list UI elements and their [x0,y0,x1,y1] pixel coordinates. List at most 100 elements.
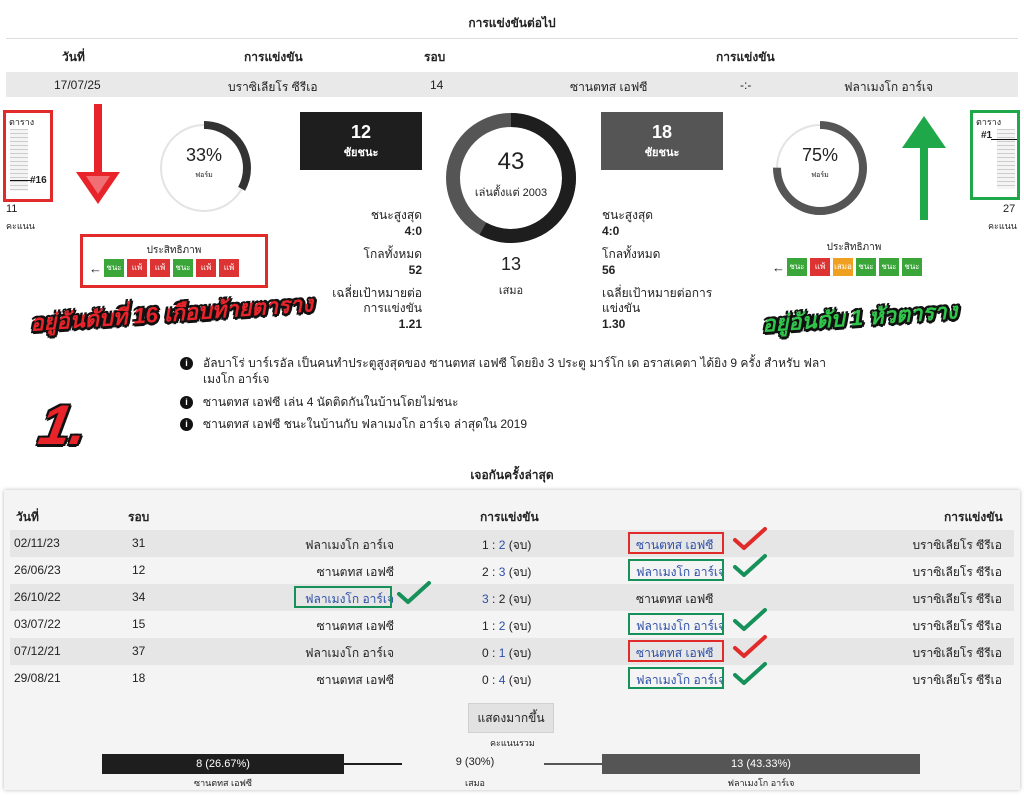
highlight-box [628,640,724,662]
next-match-away: ฟลาเมงโก อาร์เจ [844,80,934,94]
row-competition: บราซิเลียโร ซีรีเอ [912,565,1002,579]
away-form-pills: ← ชนะ แพ้ เสมอ ชนะ ชนะ ชนะ [772,258,925,276]
row-home-score: 0 [482,673,489,687]
table-row[interactable]: 26/06/23 12 ซานตทส เอฟซี 2 : 3 (จบ) ฟลาเมงโก… [10,554,1014,584]
checkmark-icon [733,635,767,658]
next-match-round: 14 [430,78,444,92]
row-home-team[interactable]: ฟลาเมงโก อาร์เจ [304,646,394,660]
fact-item: i ซานตทส เอฟซี เล่น 4 นัดติดกันในบ้านโดย… [180,394,840,410]
checkmark-icon [733,554,767,577]
away-standing-scale [997,129,1015,189]
away-total-name: ฟลาเมงโก อาร์เจ [727,778,795,788]
header-match: การแข่งขัน [716,50,775,64]
row-away-team[interactable]: ซานตทส เอฟซี [636,592,714,606]
form-pill: ชนะ [173,259,193,277]
row-away-score: 2 [498,619,506,633]
table-row[interactable]: 26/10/22 34 ฟลาเมงโก อาร์เจ 3 : 2 (จบ) ซานตท… [10,581,1014,611]
row-home-score: 0 [482,646,489,660]
header-competition: การแข่งขัน [244,50,303,64]
row-date: 26/06/23 [14,563,61,577]
home-standing-scale [10,129,28,191]
row-round: 34 [132,590,146,604]
fact-item: i ซานตทส เอฟซี ชนะในบ้านกับ ฟลาเมงโก อาร… [180,416,840,432]
row-date: 03/07/22 [14,617,61,631]
form-pill: ชนะ [902,258,922,276]
away-stat-label: ชนะสูงสุด [602,208,654,222]
away-form-label: ฟอร์ม [811,172,829,179]
home-form-label: ฟอร์ม [195,172,213,179]
home-wins-box: 12 ชัยชนะ [300,112,422,170]
divider [6,38,1018,39]
next-match-competition: บราซิเลียโร ซีรีเอ [228,80,318,94]
home-stat-value: 52 [408,263,422,277]
fact-text: ซานตทส เอฟซี ชนะในบ้านกับ ฟลาเมงโก อาร์เ… [203,417,528,431]
highlight-box [628,613,724,635]
h2h-header-competition: การแข่งขัน [944,510,1003,524]
row-home-team[interactable]: ซานตทส เอฟซี [316,619,394,633]
table-row[interactable]: 03/07/22 15 ซานตทส เอฟซี 1 : 2 (จบ) ฟลาเมงโก… [10,608,1014,638]
table-row[interactable]: 02/11/23 31 ฟลาเมงโก อาร์เจ 1 : 2 (จบ) ซานตท… [10,527,1014,557]
row-away-team[interactable]: ฟลาเมงโก อาร์เจ [636,673,726,687]
away-stat-label: เฉลี่ยเป้าหมายต่อการแข่งขัน [602,286,713,315]
highlight-box [628,532,724,554]
row-away-team[interactable]: ซานตทส เอฟซี [636,646,714,660]
form-pill: แพ้ [150,259,170,277]
highlight-box [628,667,724,689]
home-stat-label: โกลทั้งหมด [363,247,422,261]
next-match-row[interactable]: 17/07/25 บราซิเลียโร ซีรีเอ 14 ซานตทส เอ… [6,72,1018,97]
away-callout: อยู่อันดับ 1 หัวตาราง [761,298,959,337]
row-score[interactable]: 3 : 2 (จบ) [482,592,532,606]
row-away-score: 4 [498,673,506,687]
info-icon: i [180,396,193,409]
row-competition: บราซิเลียโร ซีรีเอ [912,592,1002,606]
home-total-line [344,763,402,765]
draws-count: 13 [500,254,522,274]
row-away-team[interactable]: ซานตทส เอฟซี [636,538,714,552]
row-status: (จบ) [508,619,532,633]
row-home-team[interactable]: ฟลาเมงโก อาร์เจ [304,592,394,606]
away-standing-marker [991,139,1017,140]
row-score[interactable]: 1 : 2 (จบ) [482,538,532,552]
home-stat-label: ชนะสูงสุด [370,208,422,222]
row-home-team[interactable]: ซานตทส เอฟซี [316,565,394,579]
row-home-team[interactable]: ซานตทส เอฟซี [316,673,394,687]
away-stat-label: โกลทั้งหมด [602,247,661,261]
row-round: 12 [132,563,146,577]
played-count: 43 [497,148,525,175]
away-points-label: คะแนน [988,221,1017,231]
row-status: (จบ) [508,538,532,552]
home-stat-value: 1.21 [398,317,422,331]
home-stat-value: 4:0 [404,224,422,238]
row-away-team[interactable]: ฟลาเมงโก อาร์เจ [636,565,726,579]
away-stats: ชนะสูงสุด 4:0 โกลทั้งหมด 56 เฉลี่ยเป้าหม… [602,208,722,332]
home-total-name: ซานตทส เอฟซี [193,778,253,788]
row-away-score: 2 [498,538,506,552]
form-pill: ชนะ [787,258,807,276]
away-wins: 18 [651,122,673,142]
row-away-score: 3 [498,565,506,579]
away-total-line [544,763,602,765]
away-form-box: ประสิทธิภาพ ← ชนะ แพ้ เสมอ ชนะ ชนะ ชนะ [770,240,938,282]
show-more-button[interactable]: แสดงมากขึ้น [468,703,554,733]
played-label: เล่นตั้งแต่ 2003 [474,187,548,199]
row-score[interactable]: 0 : 4 (จบ) [482,673,532,687]
form-pill: ชนะ [879,258,899,276]
row-score[interactable]: 2 : 3 (จบ) [482,565,532,579]
h2h-header-match: การแข่งขัน [480,510,539,524]
form-pill: แพ้ [219,259,239,277]
row-score[interactable]: 1 : 2 (จบ) [482,619,532,633]
home-total-bar: 8 (26.67%) [102,754,344,774]
home-wins: 12 [350,122,372,142]
away-standing-box: ตาราง #1 [970,110,1020,200]
row-home-team[interactable]: ฟลาเมงโก อาร์เจ [304,538,394,552]
row-date: 26/10/22 [14,590,61,604]
highlight-box [294,586,392,608]
row-score[interactable]: 0 : 1 (จบ) [482,646,532,660]
arrow-left-icon: ← [772,259,785,275]
next-match-title: การแข่งขันต่อไป [468,16,556,30]
table-row[interactable]: 07/12/21 37 ฟลาเมงโก อาร์เจ 0 : 1 (จบ) ซานตท… [10,635,1014,665]
row-away-team[interactable]: ฟลาเมงโก อาร์เจ [636,619,726,633]
table-row[interactable]: 29/08/21 18 ซานตทส เอฟซี 0 : 4 (จบ) ฟลาเมงโก… [10,662,1014,692]
fact-text: อัลบาโร่ บาร์เรอัล เป็นคนทำประตูสูงสุดขอ… [203,356,827,386]
row-competition: บราซิเลียโร ซีรีเอ [912,538,1002,552]
